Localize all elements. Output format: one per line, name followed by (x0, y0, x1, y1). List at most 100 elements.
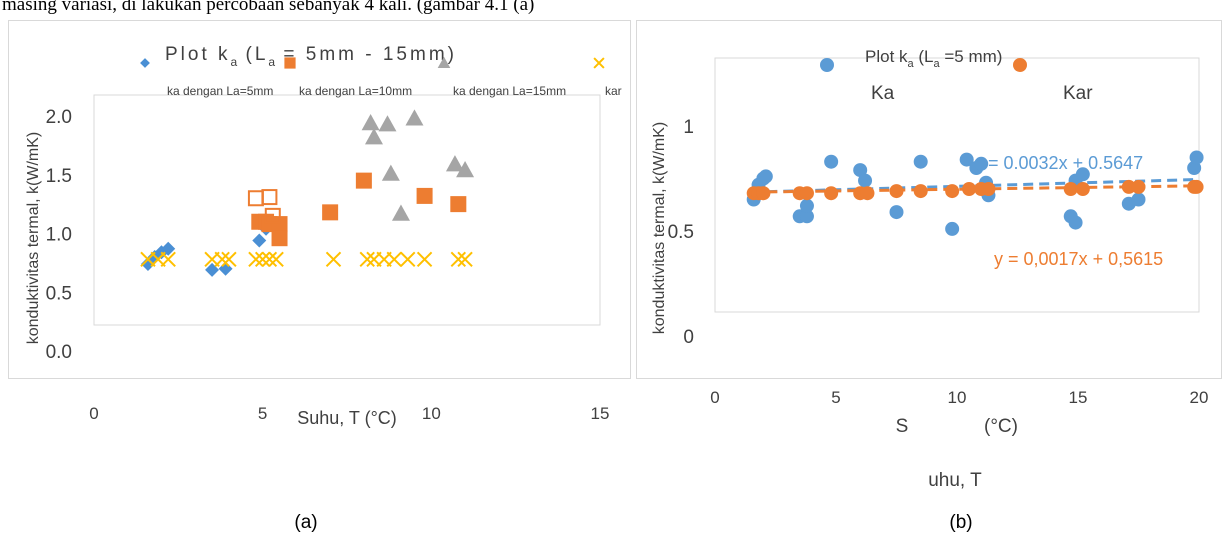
chart-a-legend-label: ka dengan La=5mm (167, 84, 273, 98)
chart-b-data-point (1068, 215, 1083, 230)
chart-b-data-point (758, 169, 773, 184)
chart-b-title: Plot ka (La =5 mm) (865, 47, 1002, 70)
caption-a: (a) (294, 512, 317, 533)
chart-a-data-point (325, 251, 342, 268)
chart-a-data-point (405, 109, 424, 126)
chart-b-data-point (945, 184, 960, 199)
chart-b-frame (636, 20, 1222, 379)
chart-b-trendline (751, 178, 1197, 194)
chart-b-data-point (1131, 179, 1146, 194)
chart-b-y-tick-label: 1 (683, 117, 694, 138)
chart-a-y-axis-label: konduktivitas termal, k(W/mK) (25, 132, 42, 344)
chart-a-legend-label: ka dengan La=10mm (299, 84, 412, 98)
chart-a-data-point (456, 161, 475, 178)
chart-a-data-point (322, 204, 339, 221)
chart-a-data-point (261, 189, 278, 206)
chart-a-data-point (268, 251, 284, 268)
chart-a-y-tick-label: 0.0 (46, 342, 72, 363)
chart-b-x-tick-label: 15 (1069, 388, 1088, 407)
chart-a-data-point (416, 251, 433, 268)
chart-a: 0.0 0.5 1.0 1.5 2.0 0 5 10 15 Suhu, T (°C) kondukt… (25, 44, 622, 428)
chart-b-data-point (1063, 182, 1078, 196)
chart-b-data-point (889, 184, 904, 199)
chart-a-legend-label: kar (605, 84, 622, 98)
chart-a-legend-marker (284, 57, 296, 69)
chart-a-data-point (450, 251, 467, 268)
chart-a-y-tick-label: 1.5 (46, 166, 72, 187)
chart-a-data-point (364, 128, 383, 145)
chart-a-x-axis-label: Suhu, T (°C) (297, 408, 397, 428)
chart-b-y-tick-label: 0.5 (668, 222, 694, 243)
chart-b-y-tick-label: 0 (683, 327, 694, 348)
chart-a-x-tick-label: 0 (89, 404, 98, 423)
chart-a-legend-label: ka dengan La=15mm (453, 84, 566, 98)
document-top-text: masing variasi, di lakukan percobaan seb… (2, 0, 535, 15)
chart-b-data-point (756, 186, 771, 201)
chart-b-x-tick-label: 20 (1190, 388, 1209, 407)
chart-a-data-point (221, 251, 237, 268)
chart-a-data-point (457, 251, 473, 268)
chart-a-title: Plot ka (La = 5mm - 15mm) (165, 44, 457, 69)
chart-a-y-tick-label: 0.5 (46, 283, 72, 304)
chart-b-x-axis-label-part1: S (896, 416, 909, 437)
chart-b-data-point (913, 154, 928, 169)
chart-b-data-point (889, 205, 904, 220)
chart-a-data-point (252, 233, 267, 248)
chart-b-x-axis-label-part2: (°C) (984, 416, 1018, 437)
chart-b-data-point (799, 209, 814, 224)
chart-a-x-tick-label: 5 (258, 404, 267, 423)
chart-b-data-point (1187, 161, 1202, 175)
chart-a-data-point (254, 251, 271, 268)
chart-b-data-point (799, 186, 814, 201)
chart-b-data-point (974, 156, 989, 171)
chart-b-x-tick-label: 10 (948, 388, 967, 407)
chart-a-data-point (445, 155, 464, 172)
chart-b-x-axis-label-part3: uhu, T (928, 470, 982, 491)
chart-b-legend-marker (820, 58, 834, 72)
chart-a-legend-marker (140, 58, 150, 68)
chart-a-data-point (359, 251, 375, 268)
chart-a-data-point (214, 251, 230, 268)
chart-b-x-tick-label: 0 (710, 388, 719, 407)
chart-b-data-point (824, 186, 839, 201)
chart-a-data-point (361, 114, 380, 131)
chart-b-trendline-label: y = 0,0017x + 0,5615 (994, 249, 1163, 269)
chart-a-y-tick-label: 1.0 (46, 225, 72, 246)
chart-b-data-point (824, 154, 839, 169)
chart-b-data-point (858, 173, 873, 188)
chart-a-data-point (261, 251, 278, 268)
chart-a-data-point (271, 230, 288, 247)
chart-a-data-point (247, 190, 264, 207)
chart-a-frame (8, 20, 631, 379)
chart-a-data-point (378, 115, 397, 132)
chart-b-data-point (1189, 150, 1204, 165)
chart-b-data-point (1075, 167, 1090, 182)
chart-b-data-point (1131, 192, 1146, 207)
chart-b-data-point (962, 182, 977, 196)
chart-b-data-point (959, 152, 974, 167)
chart-b-y-axis-label: konduktivitas termal, k(W/mK) (651, 122, 668, 334)
chart-a-legend-marker (437, 56, 451, 69)
chart-a-x-tick-label: 15 (591, 404, 610, 423)
chart-b-legend-label: Ka (871, 83, 895, 104)
chart-a-y-tick-label: 2.0 (46, 107, 72, 128)
chart-a-data-point (381, 164, 400, 181)
chart-b-x-tick-label: 5 (831, 388, 840, 407)
chart-b-legend-label: Kar (1063, 83, 1093, 104)
chart-b-data-point (945, 221, 960, 236)
chart-b-data-point (1121, 179, 1136, 194)
caption-b: (b) (949, 512, 972, 533)
chart-b-legend-marker (1013, 58, 1027, 72)
chart-b-data-point (853, 163, 868, 178)
chart-a-legend-marker (593, 57, 605, 69)
chart-a-data-point (416, 187, 433, 204)
chart-b-data-point (799, 198, 814, 213)
chart-a-data-point (160, 251, 176, 268)
chart-a-data-point (400, 251, 416, 268)
chart-b-data-point (1189, 179, 1204, 194)
chart-a-data-point (248, 251, 264, 268)
chart-a-plot-area (93, 94, 601, 326)
chart-a-data-point (386, 251, 402, 268)
chart-a-x-tick-label: 10 (422, 404, 441, 423)
